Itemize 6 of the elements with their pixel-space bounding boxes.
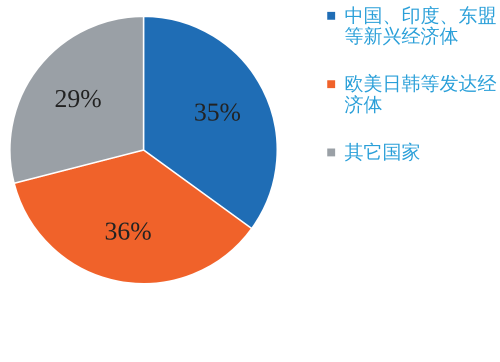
legend-label: 中国、印度、东盟等新兴经济体 bbox=[344, 4, 497, 48]
legend-label: 其它国家 bbox=[344, 141, 421, 164]
data-label: 35% bbox=[194, 97, 241, 126]
data-label: 29% bbox=[54, 84, 102, 114]
legend-label: 欧美日韩等发达经济体 bbox=[344, 73, 497, 116]
data-label: 36% bbox=[104, 216, 152, 246]
